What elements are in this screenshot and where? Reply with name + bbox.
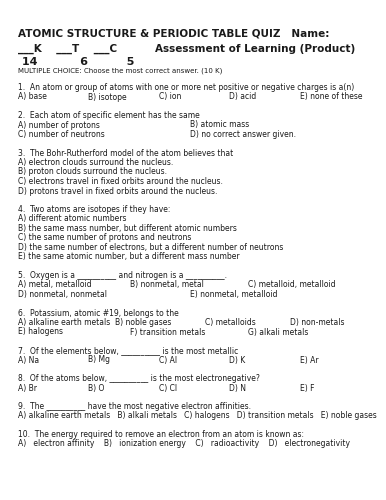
Text: C) the same number of protons and neutrons: C) the same number of protons and neutro…	[18, 234, 191, 242]
Text: C) ion: C) ion	[159, 92, 181, 102]
Text: D) the same number of electrons, but a different number of neutrons: D) the same number of electrons, but a d…	[18, 243, 283, 252]
Text: B) O: B) O	[88, 384, 105, 392]
Text: 10.  The energy required to remove an electron from an atom is known as:: 10. The energy required to remove an ele…	[18, 430, 304, 439]
Text: ___K    ___T    ___C: ___K ___T ___C	[18, 44, 117, 54]
Text: B) noble gases: B) noble gases	[115, 318, 171, 327]
Text: A) metal, metalloid: A) metal, metalloid	[18, 280, 91, 289]
Text: 3.  The Bohr-Rutherford model of the atom believes that: 3. The Bohr-Rutherford model of the atom…	[18, 148, 233, 158]
Text: E) Ar: E) Ar	[300, 356, 318, 364]
Text: 4.  Two atoms are isotopes if they have:: 4. Two atoms are isotopes if they have:	[18, 205, 170, 214]
Text: E) the same atomic number, but a different mass number: E) the same atomic number, but a differe…	[18, 252, 240, 262]
Text: G) alkali metals: G) alkali metals	[248, 328, 308, 336]
Text: B) the same mass number, but different atomic numbers: B) the same mass number, but different a…	[18, 224, 237, 233]
Text: D) K: D) K	[229, 356, 245, 364]
Text: C) metalloids: C) metalloids	[205, 318, 256, 327]
Text: B) atomic mass: B) atomic mass	[190, 120, 249, 130]
Text: C) Cl: C) Cl	[159, 384, 177, 392]
Text: 6.  Potassium, atomic #19, belongs to the: 6. Potassium, atomic #19, belongs to the	[18, 308, 179, 318]
Text: E) F: E) F	[300, 384, 314, 392]
Text: 1.  An atom or group of atoms with one or more net positive or negative charges : 1. An atom or group of atoms with one or…	[18, 83, 354, 92]
Text: 2.  Each atom of specific element has the same: 2. Each atom of specific element has the…	[18, 111, 200, 120]
Text: D) protons travel in fixed orbits around the nucleus.: D) protons travel in fixed orbits around…	[18, 186, 217, 196]
Text: ATOMIC STRUCTURE & PERIODIC TABLE QUIZ   Name:: ATOMIC STRUCTURE & PERIODIC TABLE QUIZ N…	[18, 28, 329, 38]
Text: A) Br: A) Br	[18, 384, 37, 392]
Text: A)   electron affinity    B)   ionization energy    C)   radioactivity    D)   e: A) electron affinity B) ionization energ…	[18, 440, 350, 448]
Text: A) alkaline earth metals: A) alkaline earth metals	[18, 318, 110, 327]
Text: 7.  Of the elements below, __________ is the most metallic: 7. Of the elements below, __________ is …	[18, 346, 238, 355]
Text: 14           6          5: 14 6 5	[18, 57, 134, 67]
Text: A) different atomic numbers: A) different atomic numbers	[18, 214, 127, 224]
Text: E) halogens: E) halogens	[18, 328, 63, 336]
Text: C) number of neutrons: C) number of neutrons	[18, 130, 105, 139]
Text: A) electron clouds surround the nucleus.: A) electron clouds surround the nucleus.	[18, 158, 173, 167]
Text: D) N: D) N	[229, 384, 246, 392]
Text: E) none of these: E) none of these	[300, 92, 362, 102]
Text: C) Al: C) Al	[159, 356, 177, 364]
Text: D) nonmetal, nonmetal: D) nonmetal, nonmetal	[18, 290, 107, 299]
Text: F) transition metals: F) transition metals	[130, 328, 205, 336]
Text: B) nonmetal, metal: B) nonmetal, metal	[130, 280, 204, 289]
Text: A) number of protons: A) number of protons	[18, 120, 100, 130]
Text: E) nonmetal, metalloid: E) nonmetal, metalloid	[190, 290, 278, 299]
Text: 9.  The __________ have the most negative electron affinities.: 9. The __________ have the most negative…	[18, 402, 251, 411]
Text: B) Mg: B) Mg	[88, 356, 110, 364]
Text: A) alkaline earth metals   B) alkali metals   C) halogens   D) transition metals: A) alkaline earth metals B) alkali metal…	[18, 412, 377, 420]
Text: MULTIPLE CHOICE: Choose the most correct answer. (10 K): MULTIPLE CHOICE: Choose the most correct…	[18, 68, 222, 74]
Text: B) isotope: B) isotope	[88, 92, 127, 102]
Text: B) proton clouds surround the nucleus.: B) proton clouds surround the nucleus.	[18, 168, 167, 176]
Text: D) non-metals: D) non-metals	[290, 318, 344, 327]
Text: A) Na: A) Na	[18, 356, 39, 364]
Text: D) acid: D) acid	[229, 92, 256, 102]
Text: 8.  Of the atoms below, __________ is the most electronegative?: 8. Of the atoms below, __________ is the…	[18, 374, 260, 383]
Text: D) no correct answer given.: D) no correct answer given.	[190, 130, 296, 139]
Text: 5.  Oxygen is a __________ and nitrogen is a __________.: 5. Oxygen is a __________ and nitrogen i…	[18, 271, 227, 280]
Text: A) base: A) base	[18, 92, 47, 102]
Text: Assessment of Learning (Product): Assessment of Learning (Product)	[155, 44, 355, 54]
Text: C) electrons travel in fixed orbits around the nucleus.: C) electrons travel in fixed orbits arou…	[18, 177, 223, 186]
Text: C) metalloid, metalloid: C) metalloid, metalloid	[248, 280, 335, 289]
